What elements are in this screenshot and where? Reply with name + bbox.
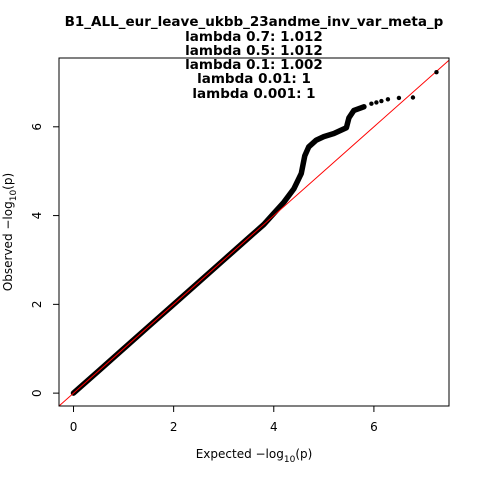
x-axis-title-prefix: Expected −log bbox=[196, 447, 284, 461]
x-axis-title-suffix: (p) bbox=[295, 447, 312, 461]
x-tick-label-2: 2 bbox=[170, 420, 178, 434]
y-tick-label-6: 6 bbox=[30, 123, 44, 131]
x-axis-title-subscript: 10 bbox=[284, 455, 296, 465]
y-axis-title-suffix: (p) bbox=[1, 173, 15, 190]
tail-point-2 bbox=[379, 98, 384, 104]
lambda-line-0.01: lambda 0.01: 1 bbox=[197, 71, 311, 87]
tail-point-0 bbox=[369, 101, 374, 106]
chart-title: B1_ALL_eur_leave_ukbb_23andme_inv_var_me… bbox=[65, 14, 444, 30]
lambda-line-0.1: lambda 0.1: 1.002 bbox=[185, 57, 323, 73]
observed-points-curve bbox=[70, 104, 367, 396]
x-tick-label-0: 0 bbox=[70, 420, 78, 434]
y-axis-title-prefix: Observed −log bbox=[1, 201, 15, 291]
y-axis: 0 2 4 6 bbox=[30, 123, 59, 397]
tail-point-1 bbox=[374, 100, 379, 105]
plot-area bbox=[58, 57, 450, 407]
x-axis: 0 2 4 6 bbox=[70, 406, 378, 434]
y-tick-label-4: 4 bbox=[30, 212, 44, 220]
y-tick-label-0: 0 bbox=[30, 389, 44, 397]
tail-point-4 bbox=[396, 95, 402, 101]
y-axis-title: Observed −log10(p) bbox=[1, 173, 19, 291]
x-axis-title: Expected −log10(p) bbox=[196, 447, 313, 465]
x-tick-label-4: 4 bbox=[270, 420, 278, 434]
tail-point-6 bbox=[434, 70, 439, 75]
y-tick-label-2: 2 bbox=[30, 301, 44, 309]
lambda-line-0.5: lambda 0.5: 1.012 bbox=[185, 43, 323, 59]
reference-line-y-equals-x bbox=[59, 59, 449, 406]
y-axis-title-subscript: 10 bbox=[9, 190, 19, 202]
chart-title-block: B1_ALL_eur_leave_ukbb_23andme_inv_var_me… bbox=[65, 14, 444, 102]
x-tick-label-6: 6 bbox=[370, 420, 378, 434]
plot-frame bbox=[58, 57, 450, 407]
tail-point-3 bbox=[385, 97, 391, 102]
lambda-line-0.001: lambda 0.001: 1 bbox=[192, 86, 315, 102]
tail-point-5 bbox=[410, 95, 416, 100]
lambda-line-0.7: lambda 0.7: 1.012 bbox=[185, 29, 323, 45]
